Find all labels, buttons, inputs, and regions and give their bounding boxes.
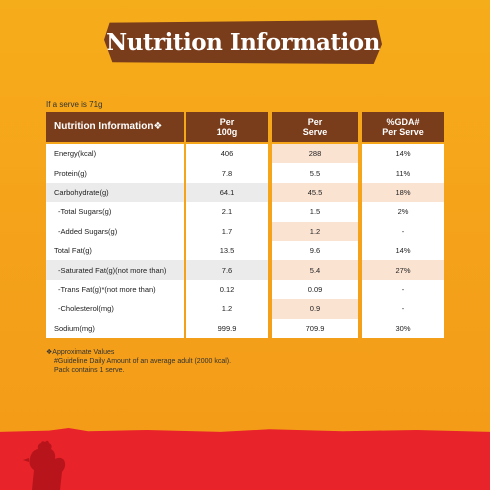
column-bg-per-100g	[186, 144, 268, 338]
per-serve-value: 288	[272, 144, 358, 164]
nutrient-name: -Trans Fat(g)*(not more than)	[58, 284, 156, 294]
header-gda-line2: Per Serve	[382, 127, 424, 137]
table-row: -Trans Fat(g)*(not more than) 0.12 0.09 …	[46, 280, 444, 299]
per-serve-value: 5.4	[272, 260, 358, 280]
gda-value: -	[401, 226, 405, 236]
footnotes: ❖Approximate Values #Guideline Daily Amo…	[46, 348, 231, 375]
nutrient-name: Carbohydrate(g)	[46, 182, 184, 203]
footnote-pack: Pack contains 1 serve.	[54, 367, 125, 374]
header-per-serve-line1: Per	[307, 117, 323, 127]
per-100g-value: 406	[220, 149, 234, 159]
per-serve-value: 0.9	[272, 299, 358, 319]
per-100g-value: 0.12	[219, 284, 235, 294]
serve-note: If a serve is 71g	[46, 100, 103, 109]
per-serve-value: 0.09	[307, 284, 323, 294]
rooster-silhouette-icon	[23, 440, 66, 490]
nutrient-name: -Saturated Fat(g)(not more than)	[46, 260, 184, 280]
nutrition-table: Nutrition Information❖ Per 100g Per Serve …	[46, 112, 444, 338]
nutrient-name: -Total Sugars(g)	[58, 207, 112, 217]
nutrient-name: Total Fat(g)	[54, 246, 92, 256]
column-bg-nutrient	[46, 144, 184, 338]
gda-value: -	[401, 284, 405, 294]
table-row: Energy(kcal) 406 288 14%	[46, 144, 444, 164]
header-per-100g-line2: 100g	[216, 127, 238, 137]
per-serve-value: 5.5	[309, 168, 321, 178]
gda-value: 14%	[395, 246, 411, 256]
bottom-red-band	[0, 427, 490, 490]
table-row: Sodium(mg) 999.9 709.9 30%	[46, 319, 444, 338]
page-title: Nutrition Information	[106, 28, 380, 56]
gda-value: 14%	[395, 149, 411, 159]
per-100g-value: 7.8	[221, 168, 233, 178]
header-per-serve: Per Serve	[272, 112, 358, 142]
per-serve-value: 9.6	[309, 246, 321, 256]
table-row: -Total Sugars(g) 2.1 1.5 2%	[46, 202, 444, 221]
per-serve-value: 1.2	[272, 221, 358, 241]
table-row: -Saturated Fat(g)(not more than) 7.6 5.4…	[46, 260, 444, 280]
per-serve-value: 709.9	[305, 323, 325, 333]
nutrient-name: -Cholesterol(mg)	[58, 304, 114, 314]
header-gda-line1: %GDA#	[386, 117, 420, 127]
table-row: -Cholesterol(mg) 1.2 0.9 -	[46, 299, 444, 319]
column-bg-gda	[362, 144, 444, 338]
gda-value: 18%	[362, 182, 444, 203]
table-row: Total Fat(g) 13.5 9.6 14%	[46, 241, 444, 260]
footnote-approximate: ❖Approximate Values	[46, 349, 115, 356]
header-per-100g: Per 100g	[186, 112, 268, 142]
footnote-gda: #Guideline Daily Amount of an average ad…	[54, 358, 232, 365]
gda-value: 11%	[395, 168, 411, 178]
header-per-serve-line2: Serve	[302, 127, 328, 137]
table-row: Carbohydrate(g) 64.1 45.5 18%	[46, 182, 444, 203]
header-per-100g-line1: Per	[219, 117, 235, 127]
nutrient-name: Sodium(mg)	[54, 323, 95, 333]
per-serve-value: 45.5	[272, 182, 358, 203]
per-100g-value: 7.6	[186, 260, 268, 280]
table-row: -Added Sugars(g) 1.7 1.2 -	[46, 221, 444, 241]
per-100g-value: 13.5	[219, 246, 235, 256]
table-row: Protein(g) 7.8 5.5 11%	[46, 163, 444, 182]
nutrient-name: -Added Sugars(g)	[58, 226, 118, 236]
per-100g-value: 999.9	[217, 323, 237, 333]
nutrient-name: Protein(g)	[54, 168, 87, 178]
gda-value: -	[401, 304, 405, 314]
per-serve-value: 1.5	[309, 207, 321, 217]
gda-value: 2%	[397, 207, 409, 217]
nutrient-name: Energy(kcal)	[54, 149, 97, 159]
gda-value: 27%	[362, 260, 444, 280]
header-gda: %GDA# Per Serve	[362, 112, 444, 142]
gda-value: 30%	[395, 323, 411, 333]
title-banner: Nutrition Information	[104, 20, 382, 64]
per-100g-value: 64.1	[186, 182, 268, 203]
header-nutrient: Nutrition Information❖	[46, 112, 184, 142]
per-100g-value: 2.1	[221, 207, 233, 217]
per-100g-value: 1.2	[221, 304, 233, 314]
per-100g-value: 1.7	[221, 226, 233, 236]
